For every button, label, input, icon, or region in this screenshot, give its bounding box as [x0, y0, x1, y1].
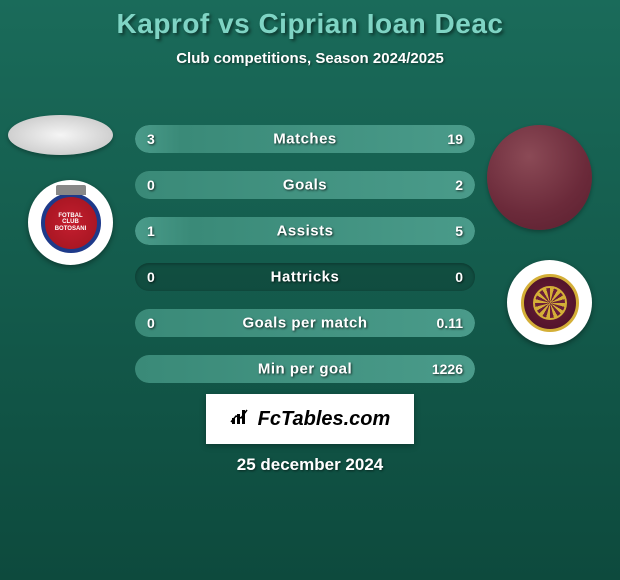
stat-row: Matches 3 19 [135, 125, 475, 153]
stat-label: Assists [277, 223, 334, 240]
stat-value-right: 2 [455, 177, 463, 193]
season-subtitle: Club competitions, Season 2024/2025 [0, 50, 620, 67]
stat-label: Goals per match [242, 315, 367, 332]
club-badge-left-shield-icon: FOTBAL CLUBBOTOSANI [41, 193, 101, 253]
stat-value-right: 0 [455, 269, 463, 285]
stat-row: Goals 0 2 [135, 171, 475, 199]
club-badge-left: FOTBAL CLUBBOTOSANI [28, 180, 113, 265]
stat-bar-left [135, 125, 181, 153]
stat-row: Assists 1 5 [135, 217, 475, 245]
stat-label: Matches [273, 131, 337, 148]
player-left-avatar [8, 115, 113, 155]
stat-value-right: 0.11 [437, 315, 463, 331]
footer-logo: FcTables.com [206, 394, 414, 444]
chart-icon [230, 408, 252, 431]
stat-value-left: 0 [147, 269, 155, 285]
stat-value-left: 3 [147, 131, 155, 147]
stat-label: Min per goal [258, 361, 352, 378]
stat-row: Min per goal 1226 [135, 355, 475, 383]
comparison-title: Kaprof vs Ciprian Ioan Deac [0, 0, 620, 40]
footer-date: 25 december 2024 [237, 455, 384, 475]
stat-value-right: 1226 [432, 361, 463, 377]
stat-row: Goals per match 0 0.11 [135, 309, 475, 337]
club-badge-right-shield-icon [521, 274, 579, 332]
club-badge-left-text: FOTBAL CLUBBOTOSANI [55, 213, 87, 233]
stat-value-left: 1 [147, 223, 155, 239]
stat-row: Hattricks 0 0 [135, 263, 475, 291]
stat-value-right: 5 [455, 223, 463, 239]
stat-label: Goals [283, 177, 327, 194]
stat-value-left: 0 [147, 315, 155, 331]
stat-label: Hattricks [271, 269, 340, 286]
footer-logo-text: FcTables.com [258, 408, 391, 431]
club-badge-right [507, 260, 592, 345]
stat-value-right: 19 [447, 131, 463, 147]
stat-bar-left [135, 217, 192, 245]
player-right-avatar [487, 125, 592, 230]
stats-container: Matches319Goals02Assists15Hattricks00Goa… [135, 125, 475, 401]
stat-value-left: 0 [147, 177, 155, 193]
